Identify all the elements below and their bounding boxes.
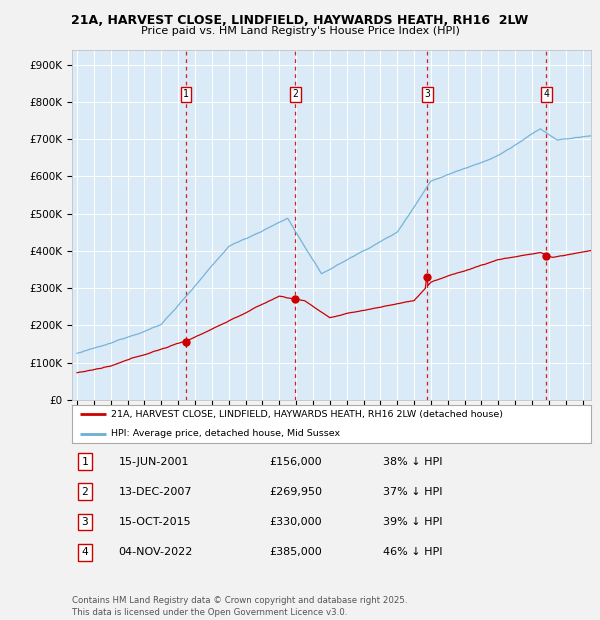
Text: 15-JUN-2001: 15-JUN-2001 [119,456,189,466]
Text: 4: 4 [543,89,549,99]
Text: £156,000: £156,000 [269,456,322,466]
Text: 15-OCT-2015: 15-OCT-2015 [119,517,191,527]
Text: Price paid vs. HM Land Registry's House Price Index (HPI): Price paid vs. HM Land Registry's House … [140,26,460,36]
Text: 13-DEC-2007: 13-DEC-2007 [119,487,192,497]
Text: 2: 2 [293,89,298,99]
Text: £269,950: £269,950 [269,487,322,497]
Text: 1: 1 [183,89,189,99]
Text: 39% ↓ HPI: 39% ↓ HPI [383,517,443,527]
Text: HPI: Average price, detached house, Mid Sussex: HPI: Average price, detached house, Mid … [111,429,340,438]
Text: 1: 1 [82,456,88,466]
Text: 3: 3 [424,89,430,99]
Text: £330,000: £330,000 [269,517,322,527]
Text: 2: 2 [82,487,88,497]
Text: 4: 4 [82,547,88,557]
Text: £385,000: £385,000 [269,547,322,557]
Text: 21A, HARVEST CLOSE, LINDFIELD, HAYWARDS HEATH, RH16 2LW (detached house): 21A, HARVEST CLOSE, LINDFIELD, HAYWARDS … [111,410,503,419]
Text: 21A, HARVEST CLOSE, LINDFIELD, HAYWARDS HEATH, RH16  2LW: 21A, HARVEST CLOSE, LINDFIELD, HAYWARDS … [71,14,529,27]
Text: 37% ↓ HPI: 37% ↓ HPI [383,487,443,497]
Text: 04-NOV-2022: 04-NOV-2022 [119,547,193,557]
Text: 38% ↓ HPI: 38% ↓ HPI [383,456,443,466]
Text: Contains HM Land Registry data © Crown copyright and database right 2025.
This d: Contains HM Land Registry data © Crown c… [72,596,407,617]
Text: 46% ↓ HPI: 46% ↓ HPI [383,547,443,557]
Text: 3: 3 [82,517,88,527]
